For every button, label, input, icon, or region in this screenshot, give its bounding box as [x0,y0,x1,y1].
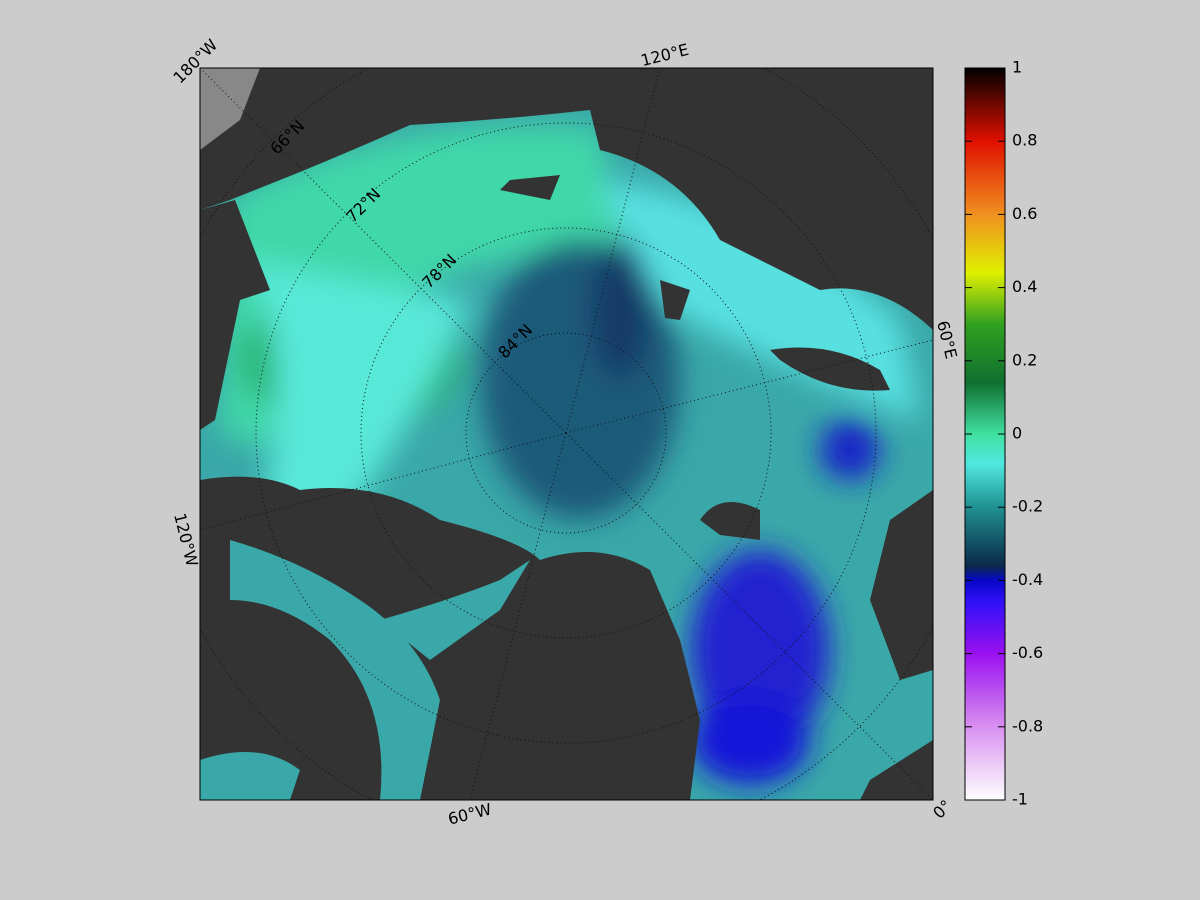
lon-label: 120°W [170,511,202,569]
tick-label: 0.2 [1012,350,1037,369]
map [200,68,933,800]
graticule [200,68,933,800]
tick-label: 0 [1012,424,1022,443]
lon-label: 120°E [639,40,691,70]
tick-label: 1 [1012,58,1022,77]
channels [200,540,530,800]
tick-label: -0.6 [1012,643,1043,662]
map-frame [199,67,934,801]
tick-label: -0.8 [1012,716,1043,735]
lon-label: 60°E [933,319,961,361]
colorbar-ticks: 1 0.8 0.6 0.4 0.2 0 -0.2 -0.4 -0.6 -0.8 -1 [965,58,1043,809]
tick-label: 0.6 [1012,204,1037,223]
tick-label: -0.2 [1012,497,1043,516]
tick-label: 0.8 [1012,131,1037,150]
tick-label: -0.4 [1012,570,1043,589]
tick-label: -1 [1012,790,1028,809]
tick-label: 0.4 [1012,277,1037,296]
lon-label: 60°W [446,799,494,828]
